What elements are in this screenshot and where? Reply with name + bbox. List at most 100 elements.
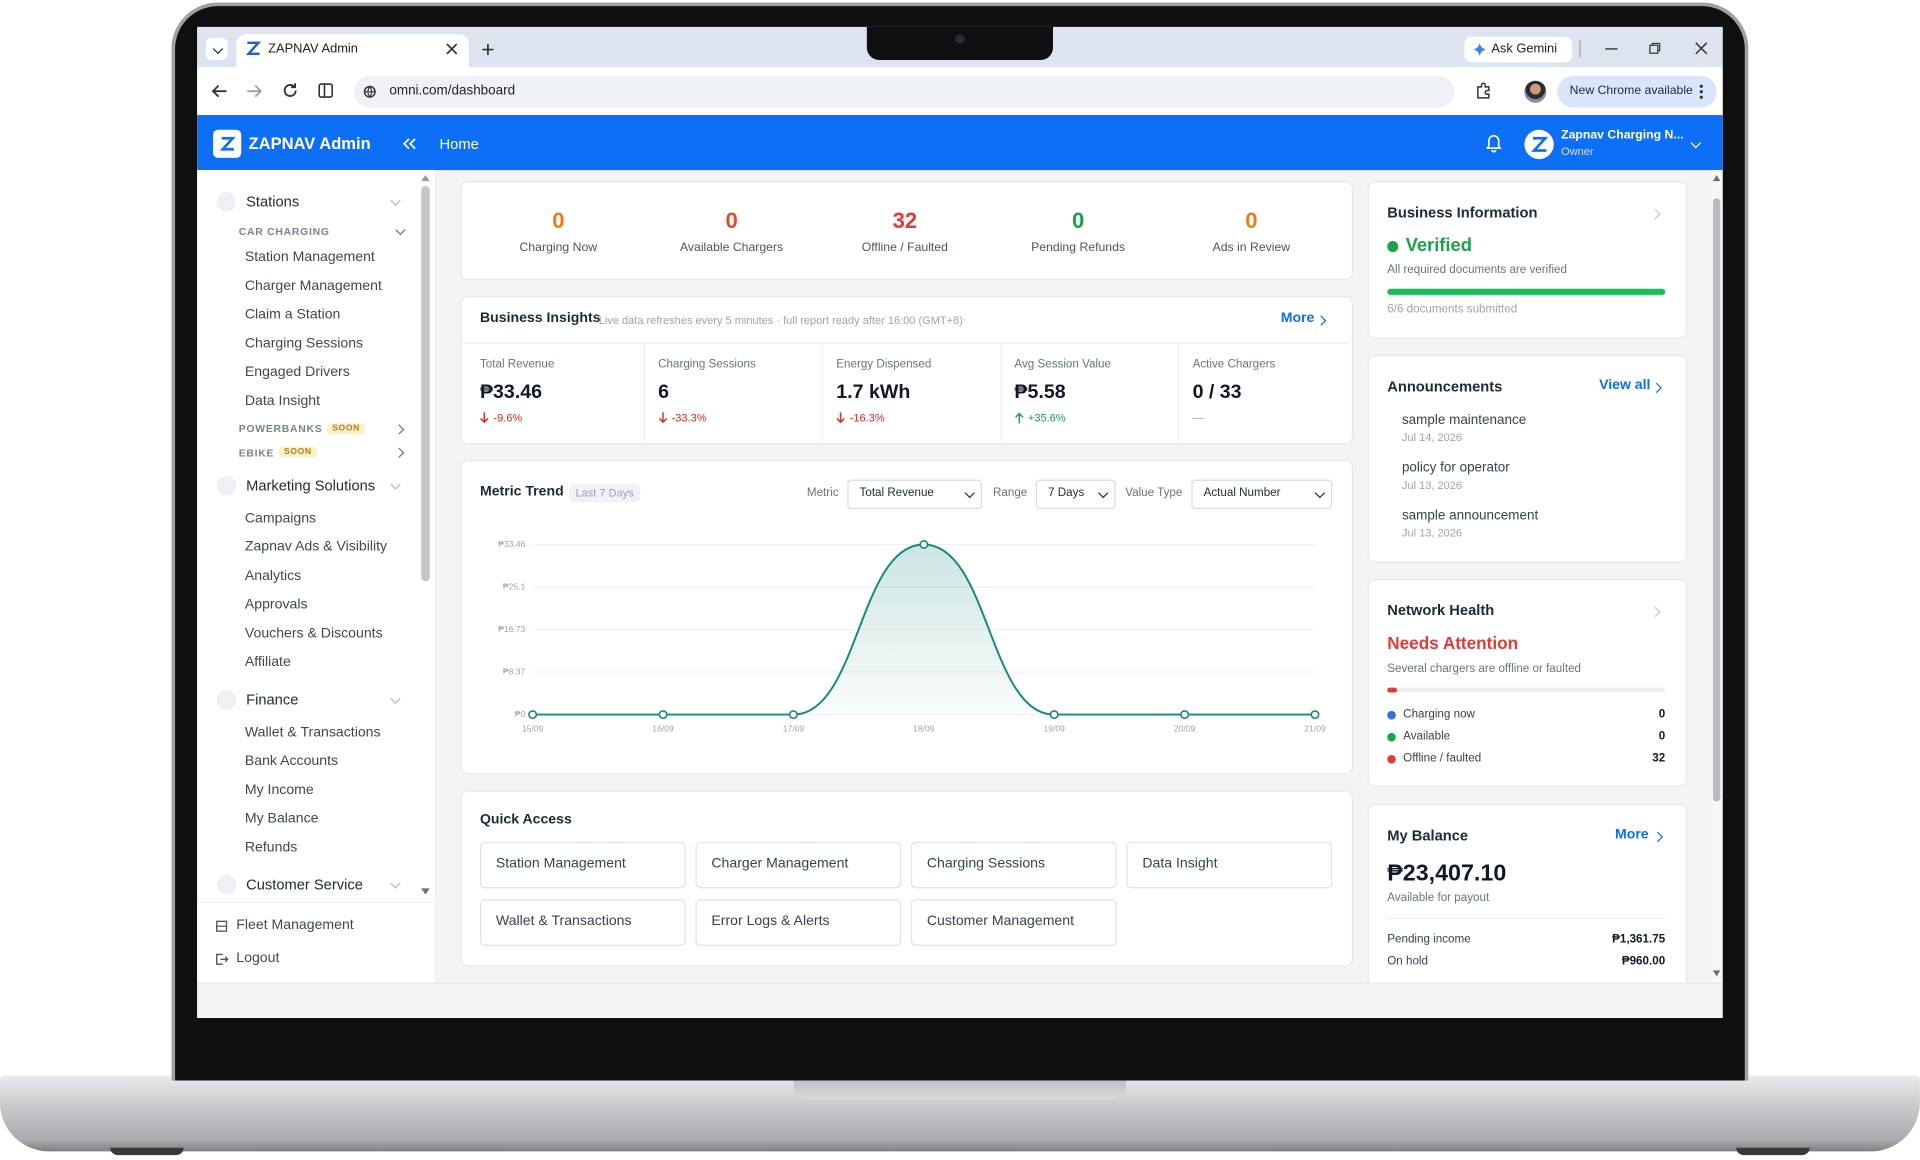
update-label[interactable]: New Chrome available bbox=[1569, 84, 1693, 98]
profile-avatar[interactable] bbox=[1524, 80, 1547, 103]
change-arrow-part bbox=[658, 412, 667, 424]
forward bbox=[247, 85, 263, 98]
select-value[interactable]: Actual Number bbox=[1203, 486, 1281, 500]
card-note: Available for payout bbox=[1387, 891, 1490, 905]
scroll-down-part bbox=[1712, 970, 1721, 977]
quick-link[interactable] bbox=[695, 899, 902, 946]
quick-link[interactable] bbox=[1126, 841, 1333, 889]
active-tab[interactable] bbox=[236, 34, 469, 68]
group-title[interactable]: CAR CHARGING bbox=[238, 225, 330, 238]
area bbox=[532, 544, 1316, 715]
summary-value: 0 bbox=[552, 208, 565, 233]
select-value[interactable]: Total Revenue bbox=[859, 486, 934, 500]
nav-item[interactable]: Data Insight bbox=[244, 394, 321, 409]
account-avatar-mark bbox=[1531, 136, 1549, 152]
footer-item[interactable]: Logout bbox=[236, 950, 280, 966]
legend-dot bbox=[1387, 732, 1396, 741]
tab-list-button[interactable] bbox=[205, 37, 228, 60]
select[interactable] bbox=[1191, 479, 1333, 510]
balance-amount: ₱23,407.10 bbox=[1387, 860, 1507, 887]
restore-part bbox=[1649, 44, 1659, 54]
control-label: Value Type bbox=[1125, 486, 1183, 500]
quick-link-label[interactable]: Data Insight bbox=[1142, 856, 1218, 872]
update-button[interactable] bbox=[1557, 75, 1717, 108]
address-bar[interactable] bbox=[353, 75, 1455, 108]
quick-link-label[interactable]: Station Management bbox=[495, 856, 626, 872]
metric-change: +35.6% bbox=[1027, 411, 1066, 425]
footer-item[interactable]: Fleet Management bbox=[236, 917, 354, 933]
ask-gemini[interactable]: Ask Gemini bbox=[1491, 41, 1558, 56]
breadcrumb[interactable]: Home bbox=[439, 135, 479, 153]
summary-label: Available Chargers bbox=[679, 241, 784, 255]
y-tick-label: ₱0 bbox=[515, 709, 526, 719]
nav-item[interactable]: Wallet & Transactions bbox=[244, 725, 381, 740]
section-icon bbox=[216, 475, 237, 495]
select[interactable] bbox=[1035, 479, 1116, 510]
nav-item[interactable]: Station Management bbox=[244, 249, 375, 265]
progress-bar bbox=[1387, 288, 1666, 295]
nav-item[interactable]: Zapnav Ads & Visibility bbox=[244, 539, 388, 555]
quick-link-label[interactable]: Customer Management bbox=[926, 914, 1075, 929]
new-tab-part bbox=[482, 44, 494, 56]
nav-item[interactable]: Vouchers & Discounts bbox=[244, 625, 383, 641]
nav-item[interactable]: Affiliate bbox=[244, 654, 291, 670]
back bbox=[211, 85, 227, 98]
section-title[interactable]: Stations bbox=[246, 193, 300, 211]
extensions-part bbox=[1477, 82, 1490, 99]
nav-item[interactable]: Campaigns bbox=[244, 510, 317, 526]
announcement-title[interactable]: sample maintenance bbox=[1401, 412, 1527, 428]
section-title[interactable]: Marketing Solutions bbox=[246, 476, 376, 494]
quick-link-label[interactable]: Charging Sessions bbox=[926, 856, 1046, 872]
nav-item[interactable]: Refunds bbox=[244, 840, 298, 855]
quick-link[interactable] bbox=[910, 841, 1117, 889]
quick-link[interactable] bbox=[910, 899, 1117, 946]
quick-link[interactable] bbox=[695, 841, 902, 889]
quick-link[interactable] bbox=[479, 841, 686, 889]
metric-label: Charging Sessions bbox=[658, 357, 756, 372]
select[interactable] bbox=[847, 479, 982, 510]
nav-item[interactable]: Charging Sessions bbox=[244, 336, 364, 352]
restore-part bbox=[1651, 42, 1661, 52]
url[interactable]: omni.com/dashboard bbox=[389, 83, 516, 99]
quick-link[interactable] bbox=[479, 899, 686, 946]
nav-item[interactable]: Analytics bbox=[244, 568, 302, 584]
nav-group-row[interactable]: EBIKE SOON bbox=[239, 444, 398, 461]
health-bar-fill bbox=[1387, 687, 1398, 693]
business-info-card bbox=[1367, 181, 1688, 339]
announcement-title[interactable]: policy for operator bbox=[1401, 460, 1510, 476]
nav-group-row[interactable]: POWERBANKS SOON bbox=[239, 420, 398, 437]
nav-item[interactable]: Bank Accounts bbox=[244, 753, 339, 769]
account-name[interactable]: Zapnav Charging N... bbox=[1561, 128, 1684, 142]
quick-link-label[interactable]: Wallet & Transactions bbox=[495, 914, 632, 929]
quick-link-label[interactable]: Error Logs & Alerts bbox=[711, 914, 830, 929]
balance-row-label: On hold bbox=[1387, 954, 1428, 969]
more-link[interactable]: More bbox=[1280, 310, 1315, 326]
nav-item[interactable]: Engaged Drivers bbox=[244, 365, 350, 380]
metric-label: Avg Session Value bbox=[1014, 357, 1111, 372]
nav-item[interactable]: Approvals bbox=[244, 597, 308, 612]
scroll-down-part bbox=[421, 888, 430, 895]
x-tick-label: 15/09 bbox=[522, 724, 544, 734]
quick-link-label[interactable]: Charger Management bbox=[711, 856, 849, 872]
nav-item[interactable]: My Income bbox=[244, 782, 314, 798]
nav-item[interactable]: Charger Management bbox=[244, 278, 382, 294]
nav-item[interactable]: My Balance bbox=[244, 811, 319, 827]
view-all-link[interactable]: View all bbox=[1599, 378, 1651, 393]
select-value[interactable]: 7 Days bbox=[1048, 486, 1085, 500]
control-label: Metric bbox=[806, 486, 839, 500]
card-note: All required documents are verified bbox=[1387, 263, 1567, 277]
scroll-up-part bbox=[421, 174, 430, 182]
site-info-part bbox=[363, 85, 376, 98]
more-link[interactable]: More bbox=[1614, 827, 1649, 842]
summary-value: 0 bbox=[1245, 208, 1258, 233]
card-title: Announcements bbox=[1387, 377, 1503, 395]
gemini-icon-part bbox=[1472, 42, 1487, 57]
brand-name: ZAPNAV Admin bbox=[248, 134, 371, 153]
announcement-title[interactable]: sample announcement bbox=[1401, 508, 1539, 523]
section-title[interactable]: Finance bbox=[246, 690, 299, 708]
card-title: Metric Trend bbox=[479, 484, 564, 500]
section-title[interactable]: Customer Service bbox=[246, 875, 363, 893]
laptop-foot bbox=[1736, 1147, 1810, 1156]
section-icon bbox=[216, 192, 237, 212]
nav-item[interactable]: Claim a Station bbox=[244, 307, 341, 323]
